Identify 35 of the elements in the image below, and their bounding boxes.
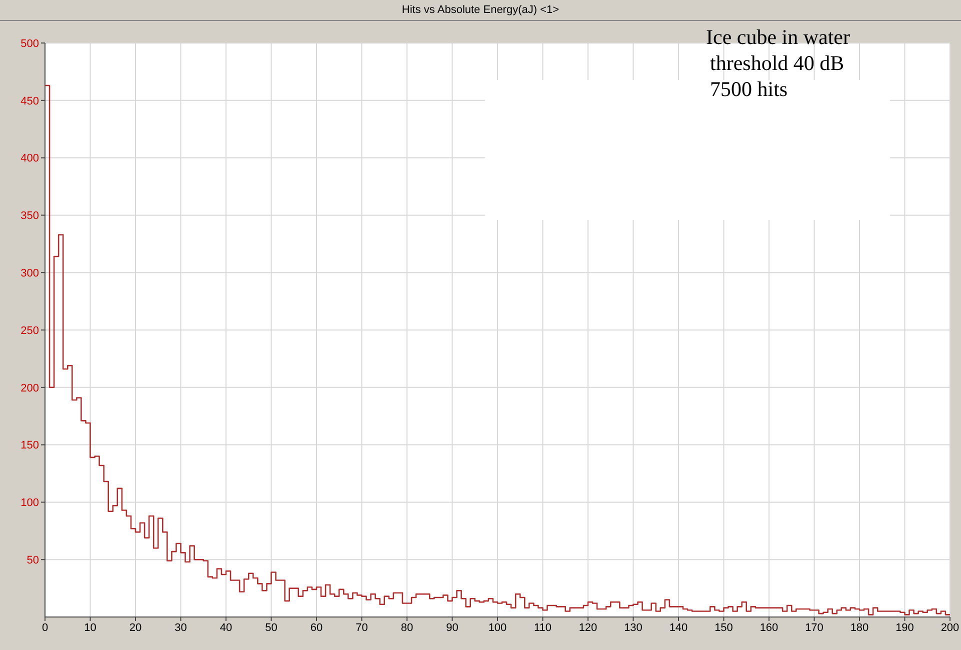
y-tick-label: 400 [20,152,39,165]
x-tick-label: 70 [356,622,368,634]
x-tick-label: 130 [624,622,642,634]
x-tick-label: 150 [714,622,733,634]
x-tick-label: 20 [129,622,142,634]
annotation: 7500 hits [709,76,789,102]
x-tick-label: 170 [805,622,824,634]
x-tick-label: 40 [220,622,232,634]
annotation: Ice cube in water [706,24,850,50]
x-tick-label: 10 [84,622,96,634]
x-tick-label: 200 [940,622,960,634]
x-tick-label: 180 [850,622,869,634]
x-tick-label: 90 [446,622,458,634]
x-tick-label: 30 [174,622,187,634]
y-tick-label: 350 [20,210,39,222]
x-tick-label: 140 [669,622,688,634]
y-tick-label: 200 [20,382,39,394]
x-tick-label: 120 [578,622,598,634]
y-tick-label: 450 [20,95,39,108]
y-tick-label: 150 [20,440,39,452]
y-tick-label: 100 [20,497,39,510]
x-tick-label: 160 [760,622,778,634]
x-tick-label: 80 [400,622,414,634]
x-tick-label: 60 [310,622,323,634]
annotation: threshold 40 dB [709,50,846,76]
x-tick-label: 100 [488,622,507,634]
x-tick-label: 190 [896,622,914,634]
y-tick-label: 50 [26,554,39,567]
x-tick-label: 50 [265,622,278,634]
x-tick-label: 110 [534,622,552,634]
y-tick-label: 300 [20,268,39,280]
y-tick-label: 500 [20,38,39,50]
x-tick-label: 0 [42,622,48,634]
y-tick-label: 250 [20,324,39,337]
chart-title: Hits vs Absolute Energy(aJ) <1> [0,0,961,21]
